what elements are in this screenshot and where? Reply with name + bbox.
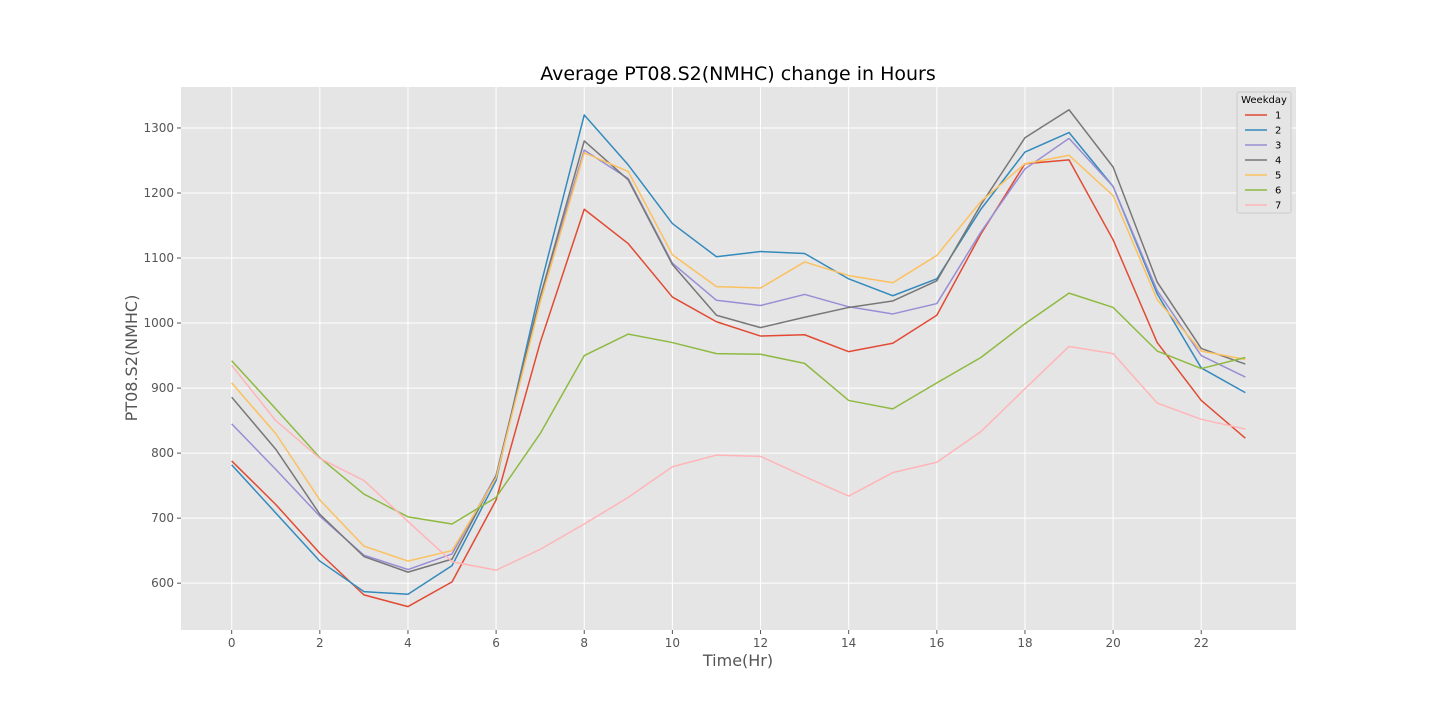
- legend: Weekday 1 2 3 4 5 6 7: [1236, 91, 1292, 214]
- legend-label: 3: [1275, 141, 1281, 152]
- x-tick-label: 12: [753, 636, 768, 650]
- legend-item-3: 3: [1245, 141, 1281, 152]
- legend-label: 4: [1275, 156, 1281, 167]
- y-tick-label: 1000: [143, 316, 174, 330]
- legend-label: 2: [1275, 126, 1281, 137]
- series-line-6: [231, 292, 1246, 525]
- y-tick-label: 1300: [143, 121, 174, 135]
- series-lines: [231, 109, 1246, 608]
- legend-item-6: 6: [1245, 186, 1281, 197]
- legend-label: 7: [1275, 201, 1281, 212]
- legend-box: [1236, 91, 1292, 214]
- y-tick-label: 1100: [143, 251, 174, 265]
- x-tick-label: 22: [1194, 636, 1209, 650]
- plot-area: [181, 87, 1296, 630]
- legend-item-4: 4: [1245, 156, 1281, 167]
- legend-item-1: 1: [1245, 111, 1281, 122]
- x-tick-label: 4: [404, 636, 412, 650]
- legend-item-7: 7: [1245, 201, 1281, 212]
- chart-title: Average PT08.S2(NMHC) change in Hours: [540, 63, 936, 85]
- legend-label: 1: [1275, 111, 1281, 122]
- series-line-2: [231, 114, 1246, 595]
- x-axis-label: Time(Hr): [702, 651, 773, 670]
- x-tick-label: 6: [492, 636, 500, 650]
- series-line-7: [231, 345, 1246, 571]
- legend-label: 6: [1275, 186, 1281, 197]
- series-line-1: [231, 159, 1246, 608]
- legend-item-5: 5: [1245, 171, 1281, 182]
- x-tick-label: 20: [1105, 636, 1120, 650]
- x-tick-label: 10: [665, 636, 680, 650]
- x-tick-label: 8: [580, 636, 588, 650]
- series-line-3: [231, 137, 1246, 571]
- y-tick-label: 900: [151, 381, 174, 395]
- y-axis-ticks: 600 700 800 900 1000 1100 1200 1300: [143, 121, 181, 590]
- legend-items: 1 2 3 4 5 6 7: [1245, 111, 1281, 212]
- x-axis-ticks: 0 2 4 6 8 10 12 14 16 18 20 22: [228, 630, 1209, 650]
- x-tick-label: 0: [228, 636, 236, 650]
- legend-label: 5: [1275, 171, 1281, 182]
- legend-title: Weekday: [1241, 95, 1287, 106]
- y-axis-label: PT08.S2(NMHC): [122, 295, 141, 422]
- x-tick-label: 18: [1017, 636, 1032, 650]
- y-tick-label: 1200: [143, 186, 174, 200]
- y-tick-label: 800: [151, 446, 174, 460]
- x-tick-label: 2: [316, 636, 324, 650]
- x-tick-label: 16: [929, 636, 944, 650]
- y-tick-label: 600: [151, 576, 174, 590]
- y-tick-label: 700: [151, 511, 174, 525]
- legend-item-2: 2: [1245, 126, 1281, 137]
- series-line-5: [231, 151, 1246, 562]
- series-line-4: [231, 109, 1246, 573]
- x-tick-label: 14: [841, 636, 856, 650]
